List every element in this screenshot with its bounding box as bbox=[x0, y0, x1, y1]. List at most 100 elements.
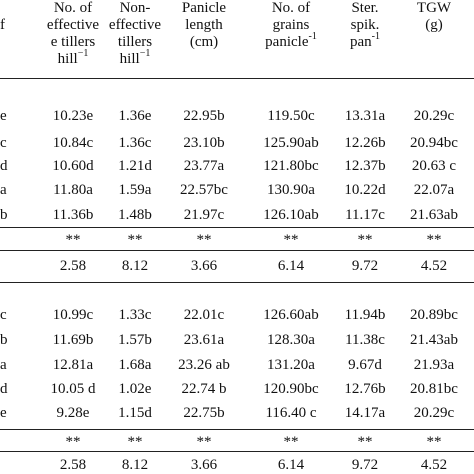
table-cell: 1.59a bbox=[118, 182, 152, 198]
stub-header: x f bbox=[0, 17, 5, 33]
row-stub: a bbox=[0, 182, 7, 198]
table-cell: 1.68a bbox=[118, 357, 152, 373]
cv-cell: 3.66 bbox=[190, 258, 218, 274]
table-cell: 130.90a bbox=[267, 182, 315, 198]
col-header-effective-tillers: No. of effective e tillers hill−1 bbox=[46, 0, 100, 67]
table-cell: 1.36c bbox=[118, 135, 152, 151]
table-cell: 131.20a bbox=[267, 357, 315, 373]
significance-cell: ** bbox=[127, 232, 143, 248]
table-cell: 12.26b bbox=[344, 135, 386, 151]
table-cell: 10.84c bbox=[52, 135, 94, 151]
row-stub: b bbox=[0, 332, 8, 348]
table-cell: 126.10ab bbox=[263, 207, 319, 223]
table-cell: 10.99c bbox=[52, 307, 94, 323]
cv-cell: 3.66 bbox=[190, 457, 218, 473]
table-cell: 10.23e bbox=[52, 108, 94, 124]
row-stub: c bbox=[0, 135, 7, 151]
table-cell: 11.36b bbox=[52, 207, 94, 223]
table-cell: 12.81a bbox=[52, 357, 94, 373]
cv-cell: 9.72 bbox=[351, 457, 379, 473]
table-cell: 11.69b bbox=[52, 332, 94, 348]
table-cell: 22.01c bbox=[183, 307, 225, 323]
table-cell: 23.77a bbox=[183, 158, 225, 174]
significance-cell: ** bbox=[127, 434, 143, 450]
cv-cell: 6.14 bbox=[277, 457, 305, 473]
cv-cell: 4.52 bbox=[420, 457, 448, 473]
cv-cell: 6.14 bbox=[277, 258, 305, 274]
table-cell: 11.80a bbox=[53, 182, 93, 198]
table-cell: 120.90bc bbox=[263, 381, 319, 397]
significance-cell: ** bbox=[357, 232, 373, 248]
table-cell: 22.07a bbox=[413, 182, 455, 198]
row-stub: b bbox=[0, 207, 8, 223]
row-stub: d bbox=[0, 381, 8, 397]
group2-cv-rule bbox=[0, 451, 474, 452]
table-cell: 116.40 c bbox=[265, 405, 317, 421]
col-header-grains-per-panicle: No. of grains panicle-1 bbox=[265, 0, 317, 50]
table-cell: 20.29c bbox=[413, 405, 455, 421]
table-cell: 21.63ab bbox=[410, 207, 458, 223]
table-cell: 119.50c bbox=[267, 108, 315, 124]
significance-cell: ** bbox=[426, 434, 442, 450]
significance-cell: ** bbox=[357, 434, 373, 450]
row-stub: e bbox=[0, 405, 7, 421]
significance-cell: ** bbox=[283, 434, 299, 450]
table-cell: 22.74 b bbox=[181, 381, 227, 397]
cv-cell: 2.58 bbox=[59, 258, 87, 274]
table-cell: 21.97c bbox=[183, 207, 225, 223]
significance-cell: ** bbox=[196, 434, 212, 450]
cv-cell: 8.12 bbox=[121, 258, 149, 274]
table-cell: 12.37b bbox=[344, 158, 386, 174]
table-cell: 11.94b bbox=[344, 307, 386, 323]
col-header-non-effective-tillers: Non- effective tillers hill−1 bbox=[108, 0, 162, 67]
significance-cell: ** bbox=[196, 232, 212, 248]
table-cell: 10.05 d bbox=[50, 381, 96, 397]
cv-cell: 2.58 bbox=[59, 457, 87, 473]
table-cell: 21.93a bbox=[413, 357, 455, 373]
table-cell: 20.29c bbox=[413, 108, 455, 124]
table-cell: 10.22d bbox=[344, 182, 386, 198]
table-cell: 23.26 ab bbox=[178, 357, 230, 373]
table-cell: 23.61a bbox=[183, 332, 225, 348]
table-cell: 13.31a bbox=[344, 108, 386, 124]
table-cell: 1.15d bbox=[118, 405, 152, 421]
table-cell: 121.80bc bbox=[263, 158, 319, 174]
table-cell: 10.60d bbox=[52, 158, 94, 174]
table-cell: 21.43ab bbox=[410, 332, 458, 348]
table-cell: 22.75b bbox=[183, 405, 225, 421]
table-cell: 1.36e bbox=[118, 108, 152, 124]
group2-sig-rule bbox=[0, 429, 474, 430]
table-cell: 1.02e bbox=[118, 381, 152, 397]
group-separator-rule bbox=[0, 282, 474, 283]
row-stub: e bbox=[0, 108, 7, 124]
row-stub: d bbox=[0, 158, 8, 174]
cv-cell: 4.52 bbox=[420, 258, 448, 274]
table-cell: 12.76b bbox=[344, 381, 386, 397]
table-cell: 1.33c bbox=[118, 307, 152, 323]
table-cell: 20.63 c bbox=[411, 158, 457, 174]
table-cell: 20.81bc bbox=[410, 381, 458, 397]
col-header-sterile-spikelets: Ster. spik. pan-1 bbox=[349, 0, 380, 50]
table-cell: 11.38c bbox=[345, 332, 385, 348]
table-cell: 23.10b bbox=[183, 135, 225, 151]
significance-cell: ** bbox=[65, 434, 81, 450]
table-cell: 22.57bc bbox=[180, 182, 228, 198]
table-cell: 126.60ab bbox=[263, 307, 319, 323]
row-stub: c bbox=[0, 307, 7, 323]
significance-cell: ** bbox=[283, 232, 299, 248]
table-cell: 11.17c bbox=[345, 207, 385, 223]
table-cell: 125.90ab bbox=[263, 135, 319, 151]
cv-cell: 9.72 bbox=[351, 258, 379, 274]
row-stub: a bbox=[0, 357, 7, 373]
significance-cell: ** bbox=[426, 232, 442, 248]
group1-sig-rule bbox=[0, 227, 474, 228]
cv-cell: 8.12 bbox=[121, 457, 149, 473]
table-cell: 1.48b bbox=[118, 207, 152, 223]
table-cell: 9.28e bbox=[56, 405, 90, 421]
col-header-panicle-length: Panicle length (cm) bbox=[181, 0, 227, 50]
table-cell: 1.21d bbox=[118, 158, 152, 174]
table-cell: 1.57b bbox=[118, 332, 152, 348]
table-cell: 22.95b bbox=[183, 108, 225, 124]
significance-cell: ** bbox=[65, 232, 81, 248]
col-header-tgw: TGW (g) bbox=[416, 0, 452, 33]
